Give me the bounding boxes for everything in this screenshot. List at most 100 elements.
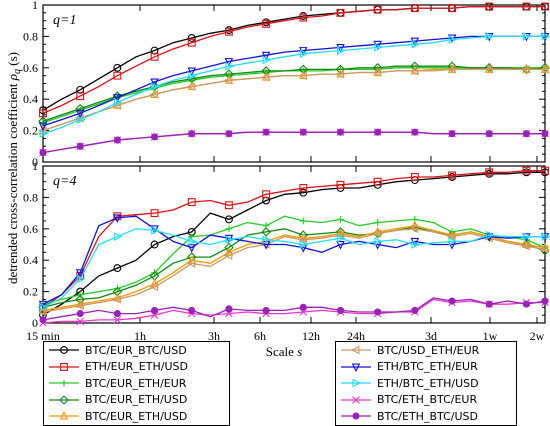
data-point [224, 27, 233, 36]
data-point [411, 306, 419, 315]
data-point [539, 65, 549, 74]
data-point [188, 237, 197, 246]
data-point [39, 149, 47, 157]
data-point [39, 303, 49, 312]
data-point [335, 230, 344, 240]
x-axis-label-text: Scale [266, 344, 297, 359]
data-point [75, 269, 85, 278]
data-point [541, 297, 549, 305]
series-ETH/BTC_ETH/USD [39, 226, 550, 312]
y-axis-label-argument: (s) [5, 52, 20, 69]
series-line [42, 225, 546, 312]
data-point [225, 235, 235, 245]
legend-label: ETH/BTC_ETH/EUR [377, 360, 478, 374]
data-point [374, 219, 382, 226]
legend-marker [352, 395, 360, 404]
data-point [373, 226, 382, 236]
data-point [113, 285, 121, 292]
data-point [484, 233, 494, 242]
data-point [187, 244, 197, 253]
data-point [373, 5, 382, 14]
data-point [522, 2, 531, 11]
series-BTC/ETH_BTC/USD [39, 128, 549, 157]
data-point [372, 68, 382, 77]
data-point [113, 292, 122, 302]
data-point [448, 130, 456, 138]
legend-entry: BTC/ETH_BTC/EUR [336, 392, 516, 409]
data-point [187, 198, 196, 207]
data-point [522, 32, 532, 41]
data-point [224, 58, 234, 67]
data-point [262, 190, 271, 199]
legend-entry: BTC/EUR_ETH/EUR [44, 375, 229, 392]
x-axis-label: Scale s [266, 344, 302, 359]
x-tick-label: 2w [530, 329, 545, 343]
series-line [42, 35, 545, 127]
data-point [448, 297, 456, 305]
data-point [522, 300, 530, 308]
data-point [75, 109, 85, 119]
data-point [39, 129, 49, 139]
data-point [298, 230, 309, 240]
data-point [522, 166, 531, 175]
series-BTC/EUR_ETH/USD [38, 61, 550, 126]
data-point [448, 4, 456, 13]
data-point [448, 35, 458, 44]
panel-label: q=4 [53, 174, 76, 189]
series-line [42, 68, 545, 132]
data-point [522, 232, 532, 241]
legend-entry: BTC/EUR_BTC/USD [44, 342, 229, 359]
data-point [262, 306, 270, 315]
x-axis-label-symbol: s [297, 344, 302, 359]
data-point [150, 240, 159, 249]
y-tick-label: 0 [32, 155, 38, 169]
data-point [410, 4, 419, 13]
series-line [42, 35, 545, 135]
data-point [409, 66, 419, 76]
data-point [224, 201, 233, 210]
data-point [187, 67, 197, 77]
data-point [39, 316, 47, 324]
x-axis: 15 min 1h 3h 6h 12h 24h 3d 1w 2w [26, 329, 545, 343]
series-ETH/EUR_BTC/USD [37, 224, 549, 317]
panel-label: q=1 [53, 13, 76, 28]
series-line [42, 215, 546, 305]
legend-label: BTC/EUR_ETH/EUR [85, 376, 187, 390]
data-point [541, 32, 550, 41]
legend-entry: ETH/BTC_ETH/EUR [336, 359, 516, 376]
legend-marker [60, 379, 68, 387]
y-tick-label: 1 [32, 0, 38, 12]
data-point [485, 300, 493, 308]
data-point [186, 259, 196, 268]
series-BTC/USD_ETH/EUR [38, 220, 550, 314]
series-ETH/BTC_ETH/EUR [38, 32, 550, 132]
y-tick-label: 0.2 [23, 285, 38, 299]
data-point [298, 235, 307, 245]
data-point [37, 307, 47, 317]
data-point [224, 215, 233, 224]
data-point [113, 316, 122, 324]
series-ETH/BTC_ETH/USD [39, 2, 549, 118]
panel-q4: 0 0.2 0.4 0.6 0.8 1 q=4 [23, 159, 550, 330]
series-line [42, 215, 545, 305]
data-point [447, 229, 457, 239]
data-point [150, 209, 159, 218]
data-point [485, 32, 495, 41]
legend-entry: BTC/EUR_ETH/USD [44, 408, 229, 425]
data-point [188, 306, 196, 315]
data-point [337, 46, 346, 55]
legend-marker [352, 378, 362, 388]
series-line [42, 171, 545, 316]
x-tick-label: 1w [483, 329, 498, 343]
data-point [336, 8, 345, 17]
data-point [75, 301, 84, 311]
data-point [485, 168, 494, 177]
series-line [42, 67, 545, 124]
data-point [336, 180, 345, 189]
data-point [298, 71, 307, 80]
data-point [262, 128, 270, 136]
series-line [42, 298, 545, 324]
data-point [541, 2, 549, 11]
x-tick-label: 1h [134, 329, 146, 343]
y-tick-label: 0.6 [23, 61, 38, 75]
